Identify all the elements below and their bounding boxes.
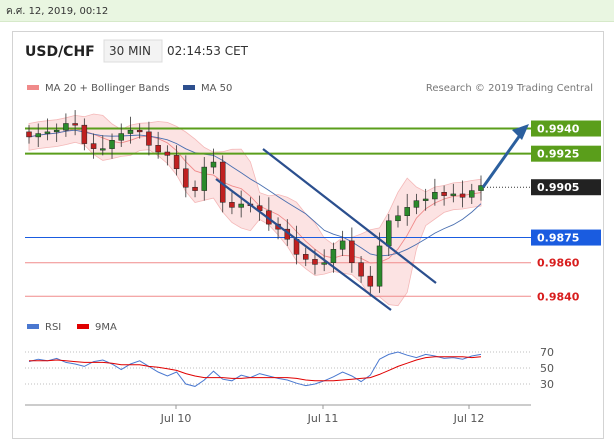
candle-body <box>35 133 41 138</box>
candle-body <box>395 215 401 222</box>
candle-body <box>118 133 124 141</box>
candle-body <box>164 151 171 156</box>
candle-body <box>81 124 88 144</box>
candle-body <box>136 129 143 133</box>
timeframe-box[interactable] <box>103 39 163 63</box>
ma50-line <box>28 129 482 257</box>
forecast-arrow-head <box>512 124 529 140</box>
channel-upper-line <box>262 148 437 284</box>
candle-body <box>349 240 355 263</box>
level-box-0.9940 <box>531 120 601 137</box>
channel-lower-line <box>215 178 392 311</box>
candle-body <box>26 131 32 138</box>
candle-body <box>229 202 235 208</box>
level-label-0.9925: 0.9925 <box>537 148 579 161</box>
legend-ma50-swatch <box>183 85 195 90</box>
level-label-0.9905: 0.9905 <box>537 181 579 194</box>
research-credit: Research © 2019 Trading Central <box>426 83 593 94</box>
candle-body <box>72 123 78 126</box>
candle-body <box>330 249 337 263</box>
level-box-0.9875 <box>531 229 601 246</box>
legend-bb-swatch <box>27 85 39 90</box>
candle-body <box>469 190 475 198</box>
candle-body <box>450 193 457 196</box>
candle-body <box>201 166 208 191</box>
bollinger-band <box>28 113 482 307</box>
level-label-0.9875: 0.9875 <box>537 232 579 245</box>
candle-body <box>302 254 309 260</box>
level-box-0.9925 <box>531 145 601 162</box>
candle-body <box>441 192 447 196</box>
candle-body <box>90 143 97 149</box>
candle-body <box>367 275 374 287</box>
forecast-arrow-line <box>481 134 522 189</box>
level-box-0.9905 <box>531 179 601 196</box>
legend-bb-label: MA 20 + Bollinger Bands <box>45 83 169 94</box>
candle-body <box>413 200 420 208</box>
pair-label: USD/CHF <box>25 44 95 60</box>
candle-body <box>478 185 484 191</box>
legend-9ma-label: 9MA <box>95 322 117 333</box>
x-tick-Jul 10: Jul 10 <box>160 412 192 425</box>
x-tick-Jul 12: Jul 12 <box>453 412 485 425</box>
candle-body <box>386 220 392 247</box>
candle-body <box>100 148 106 151</box>
candle-body <box>127 129 134 134</box>
candle-body <box>173 155 180 170</box>
x-tick-Jul 11: Jul 11 <box>307 412 339 425</box>
candle-body <box>358 262 364 277</box>
legend-rsi-label: RSI <box>45 322 61 333</box>
candle-body <box>192 186 198 191</box>
candle-body <box>376 245 383 287</box>
candle-body <box>155 145 161 153</box>
candle-body <box>109 140 115 149</box>
candle-body <box>312 259 318 265</box>
chart-svg: USD/CHF 30 MIN 02:14:53 CET MA 20 + Boll… <box>25 39 601 425</box>
candle-body <box>53 129 60 133</box>
rsi-plot: 70 50 30 <box>25 346 554 391</box>
price-plot: 0.9940 0.9925 0.9905 0.9875 0.9860 0.9840 <box>25 110 601 311</box>
candle-body <box>44 131 51 134</box>
top-status-bar: ค.ศ. 12, 2019, 00:12 <box>0 0 614 22</box>
rsi-9ma-line <box>29 356 482 382</box>
candle-body <box>210 161 217 168</box>
candle-body <box>238 203 244 208</box>
legend-9ma-swatch <box>77 324 89 329</box>
rsi-tick-70: 70 <box>540 346 554 359</box>
rsi-tick-50: 50 <box>540 362 554 375</box>
candle-body <box>183 168 189 188</box>
level-label-0.9840: 0.9840 <box>537 290 580 303</box>
legend-ma50-label: MA 50 <box>201 83 232 94</box>
rsi-line <box>28 351 482 387</box>
level-label-0.9940: 0.9940 <box>537 123 580 136</box>
chart-panel: USD/CHF 30 MIN 02:14:53 CET MA 20 + Boll… <box>12 31 604 439</box>
legend-rsi-swatch <box>27 324 39 329</box>
level-label-0.9860: 0.9860 <box>537 257 580 270</box>
timeframe-label: 30 MIN <box>109 44 151 58</box>
candle-body <box>339 240 346 250</box>
x-axis: Jul 10 Jul 11 Jul 12 <box>160 405 485 425</box>
timestamp: ค.ศ. 12, 2019, 00:12 <box>6 6 109 17</box>
candle-body <box>404 207 410 216</box>
candle-body <box>422 198 429 201</box>
candle-body <box>321 262 327 265</box>
candle-body <box>146 131 152 146</box>
candle-body <box>63 123 69 131</box>
candle-body <box>432 192 438 200</box>
rsi-tick-30: 30 <box>540 378 554 391</box>
chart-time: 02:14:53 CET <box>167 44 249 58</box>
candle-body <box>459 193 466 198</box>
